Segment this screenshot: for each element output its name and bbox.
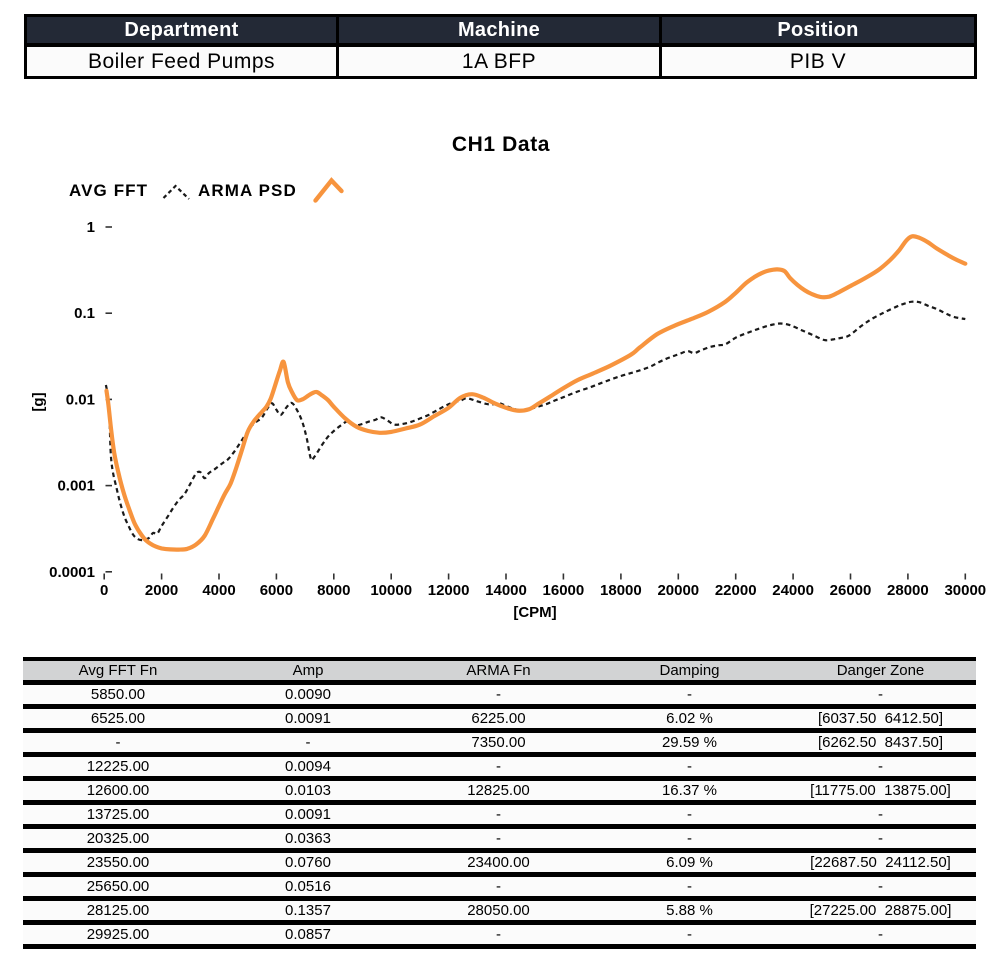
svg-text:22000: 22000 (715, 582, 757, 599)
svg-text:18000: 18000 (600, 582, 642, 599)
svg-text:26000: 26000 (830, 582, 872, 599)
svg-text:0.01: 0.01 (66, 391, 95, 408)
svg-text:30000: 30000 (944, 582, 986, 599)
svg-text:10000: 10000 (370, 582, 412, 599)
svg-text:6000: 6000 (260, 582, 293, 599)
svg-text:8000: 8000 (317, 582, 350, 599)
svg-text:AVG FFT: AVG FFT (69, 181, 148, 200)
svg-text:1: 1 (87, 219, 95, 236)
svg-text:14000: 14000 (485, 582, 527, 599)
svg-text:16000: 16000 (543, 582, 585, 599)
svg-text:24000: 24000 (772, 582, 814, 599)
svg-text:[CPM]: [CPM] (513, 604, 556, 621)
svg-text:0.001: 0.001 (57, 478, 95, 495)
svg-text:0.0001: 0.0001 (49, 564, 95, 581)
svg-text:ARMA PSD: ARMA PSD (198, 181, 297, 200)
svg-text:0.1: 0.1 (74, 305, 95, 322)
svg-text:4000: 4000 (202, 582, 235, 599)
svg-text:12000: 12000 (428, 582, 470, 599)
svg-text:2000: 2000 (145, 582, 178, 599)
svg-text:20000: 20000 (657, 582, 699, 599)
svg-text:0: 0 (100, 582, 108, 599)
svg-text:CH1 Data: CH1 Data (452, 133, 550, 156)
svg-text:28000: 28000 (887, 582, 929, 599)
svg-text:[g]: [g] (30, 392, 47, 411)
